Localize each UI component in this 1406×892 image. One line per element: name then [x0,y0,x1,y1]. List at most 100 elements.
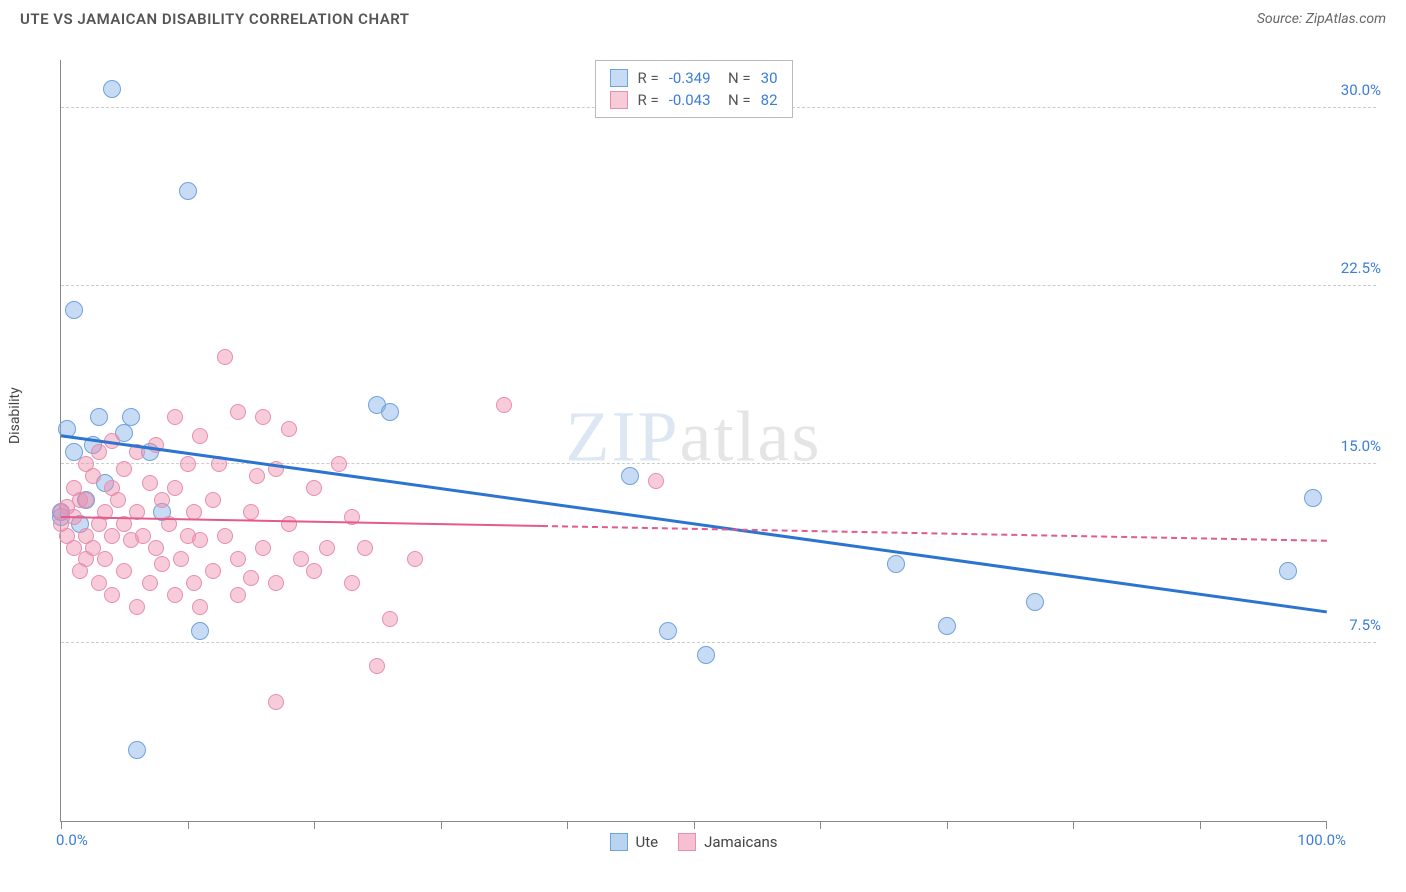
data-point [135,528,151,544]
data-point [116,563,132,579]
x-tick [567,821,568,829]
data-point [281,516,297,532]
legend-swatch [609,91,627,109]
legend-swatch [678,833,696,851]
data-point [306,563,322,579]
chart-source: Source: ZipAtlas.com [1257,11,1386,27]
legend-n-value: 82 [761,91,778,109]
data-point [173,551,189,567]
data-point [91,575,107,591]
data-point [255,540,271,556]
data-point [496,397,512,413]
legend-swatch [609,833,627,851]
data-point [230,587,246,603]
data-point [344,575,360,591]
legend-r-value: -0.349 [669,69,711,87]
data-point [192,532,208,548]
data-point [186,575,202,591]
data-point [91,444,107,460]
data-point [192,599,208,615]
data-point [97,551,113,567]
x-max-label: 100.0% [1297,831,1346,849]
legend-n-label: N = [721,69,751,87]
chart-header: UTE VS JAMAICAN DISABILITY CORRELATION C… [0,0,1406,33]
data-point [154,556,170,572]
x-min-label: 0.0% [56,831,88,849]
data-point [381,403,399,421]
legend-row: R = -0.349 N = 30 [609,67,777,89]
data-point [90,408,108,426]
data-point [192,428,208,444]
data-point [268,694,284,710]
data-point [217,528,233,544]
data-point [110,492,126,508]
x-tick [441,821,442,829]
legend-n-label: N = [721,91,751,109]
data-point [1026,593,1044,611]
data-point [230,551,246,567]
x-tick [1073,821,1074,829]
legend-item: Jamaicans [678,833,777,851]
x-tick [314,821,315,829]
y-tick-label: 22.5% [1341,259,1381,277]
x-tick [61,821,62,829]
data-point [179,182,197,200]
legend-r-value: -0.043 [669,91,711,109]
data-point [180,456,196,472]
trend-line [61,516,542,527]
y-tick-label: 15.0% [1341,437,1381,455]
data-point [103,80,121,98]
data-point [243,570,259,586]
legend-item: Ute [609,833,658,851]
x-tick [188,821,189,829]
x-tick [1200,821,1201,829]
legend-n-value: 30 [761,69,778,87]
data-point [167,587,183,603]
data-point [697,646,715,664]
x-tick [694,821,695,829]
data-point [1304,489,1322,507]
data-point [66,540,82,556]
y-axis-label: Disability [7,387,23,444]
data-point [357,540,373,556]
watermark: ZIPatlas [566,395,822,478]
data-point [85,540,101,556]
data-point [116,461,132,477]
x-tick [820,821,821,829]
y-tick-label: 30.0% [1341,81,1381,99]
data-point [129,599,145,615]
data-point [205,563,221,579]
data-point [243,504,259,520]
data-point [104,587,120,603]
data-point [85,468,101,484]
data-point [205,492,221,508]
data-point [382,611,398,627]
trend-line [542,525,1327,542]
data-point [268,575,284,591]
gridline [61,285,1376,286]
gridline [61,642,1376,643]
legend-row: R = -0.043 N = 82 [609,89,777,111]
data-point [887,555,905,573]
chart-area: Disability ZIPatlas R = -0.349 N = 30R =… [20,40,1386,872]
data-point [306,480,322,496]
y-tick-label: 7.5% [1349,616,1381,634]
data-point [217,349,233,365]
data-point [331,456,347,472]
scatter-plot: ZIPatlas R = -0.349 N = 30R = -0.043 N =… [60,60,1326,822]
data-point [167,409,183,425]
legend-label: Jamaicans [704,833,777,851]
data-point [659,622,677,640]
data-point [78,492,94,508]
correlation-legend: R = -0.349 N = 30R = -0.043 N = 82 [594,60,792,118]
data-point [281,421,297,437]
data-point [255,409,271,425]
data-point [142,475,158,491]
data-point [648,473,664,489]
chart-title: UTE VS JAMAICAN DISABILITY CORRELATION C… [20,10,410,28]
data-point [191,622,209,640]
data-point [167,480,183,496]
data-point [938,617,956,635]
data-point [319,540,335,556]
data-point [293,551,309,567]
